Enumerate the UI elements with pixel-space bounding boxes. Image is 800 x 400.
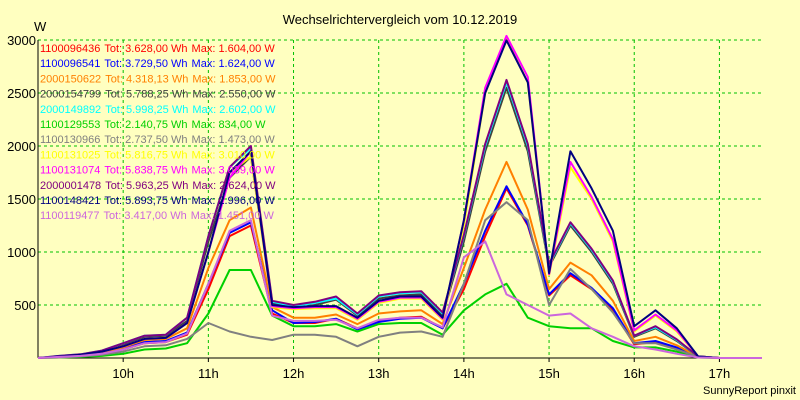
legend-entry: 2000150622 Tot: 4.318,13 Wh Max: 1.853,00 …: [40, 73, 276, 85]
legend-max: Max: 1.604,00 W: [192, 43, 276, 55]
legend-total: Tot: 4.318,13 Wh: [105, 73, 188, 85]
legend-total: Tot: 5.998,25 Wh: [105, 104, 188, 116]
x-tick-label: 17h: [709, 366, 731, 381]
legend-max: Max: 3.010,00 W: [192, 149, 276, 161]
legend-max: Max: 3.039,00 W: [192, 165, 276, 177]
x-tick-label: 14h: [453, 366, 475, 381]
legend-total: Tot: 5.838,75 Wh: [104, 165, 187, 177]
legend-entry: 1100129553 Tot: 2.140,75 Wh Max: 834,00 W: [40, 119, 266, 131]
axes: [37, 40, 762, 359]
legend-series-name: 2000001478: [40, 180, 101, 192]
y-tick-label: 1500: [7, 192, 36, 207]
legend-series-name: 1100119477: [40, 210, 100, 222]
series-line-1100148421: [37, 39, 762, 359]
series-line-1100119477: [37, 219, 762, 359]
legend-max: Max: 1.451,00 W: [191, 210, 275, 222]
legend-series-name: 1100096436: [40, 43, 100, 55]
y-tick-label: 2500: [7, 86, 36, 101]
legend-max: Max: 2.624,00 W: [192, 180, 276, 192]
x-tick-label: 13h: [368, 366, 390, 381]
legend-total: Tot: 5.893,75 Wh: [104, 195, 187, 207]
x-tick-label: 15h: [538, 366, 560, 381]
legend-entry: 2000154799 Tot: 5.788,25 Wh Max: 2.550,00 …: [40, 89, 276, 101]
legend-max: Max: 1.473,00 W: [192, 134, 276, 146]
y-tick-label: 3000: [7, 33, 36, 48]
y-tick-label: 1000: [7, 245, 36, 260]
legend-max: Max: 2.550,00 W: [192, 89, 276, 101]
legend-entry: 1100131074 Tot: 5.838,75 Wh Max: 3.039,00 …: [40, 165, 275, 177]
grid: [38, 39, 762, 358]
legend: 1100096436 Tot: 3.628,00 Wh Max: 1.604,00 …: [40, 43, 276, 222]
series-lines: [37, 34, 762, 359]
legend-entry: 1100148421 Tot: 5.893,75 Wh Max: 2.996,00 …: [40, 195, 275, 207]
legend-entry: 1100096436 Tot: 3.628,00 Wh Max: 1.604,00 …: [40, 43, 275, 55]
legend-max: Max: 1.624,00 W: [192, 58, 276, 70]
legend-total: Tot: 5.963,25 Wh: [105, 180, 188, 192]
x-tick-label: 10h: [112, 366, 134, 381]
legend-entry: 1100130966 Tot: 2.737,50 Wh Max: 1.473,00 …: [40, 134, 275, 146]
legend-series-name: 1100131025: [40, 149, 100, 161]
footer-credit: SunnyReport pinxit: [703, 385, 796, 397]
legend-entry: 2000001478 Tot: 5.963,25 Wh Max: 2.624,00 …: [40, 180, 276, 192]
legend-total: Tot: 3.729,50 Wh: [104, 58, 187, 70]
legend-series-name: 2000154799: [40, 89, 101, 101]
legend-total: Tot: 2.140,75 Wh: [104, 119, 187, 131]
legend-series-name: 1100129553: [40, 119, 100, 131]
legend-entry: 1100096541 Tot: 3.729,50 Wh Max: 1.624,00 …: [40, 58, 275, 70]
legend-max: Max: 1.853,00 W: [192, 73, 276, 85]
y-tick-label: 500: [14, 298, 36, 313]
legend-entry: 1100119477 Tot: 3.417,00 Wh Max: 1.451,00 …: [40, 210, 274, 222]
series-line-2000001478: [37, 78, 762, 359]
legend-entry: 1100131025 Tot: 5.816,75 Wh Max: 3.010,00 …: [40, 149, 275, 161]
series-line-1100130966: [37, 201, 762, 359]
legend-max: Max: 834,00 W: [192, 119, 267, 131]
legend-series-name: 1100148421: [40, 195, 100, 207]
y-axis-ticks: 500 1000 1500 2000 2500 3000: [7, 33, 36, 313]
series-line-1100129553: [37, 269, 762, 359]
legend-series-name: 1100131074: [40, 165, 100, 177]
series-line-2000150622: [37, 160, 762, 359]
legend-series-name: 1100096541: [40, 58, 100, 70]
y-unit-label: W: [34, 19, 47, 34]
legend-series-name: 2000149892: [40, 104, 101, 116]
chart-title: Wechselrichtervergleich vom 10.12.2019: [283, 12, 518, 27]
legend-total: Tot: 3.417,00 Wh: [104, 210, 187, 222]
legend-total: Tot: 3.628,00 Wh: [104, 43, 187, 55]
legend-total: Tot: 5.788,25 Wh: [105, 89, 188, 101]
legend-series-name: 1100130966: [40, 134, 100, 146]
x-tick-label: 16h: [623, 366, 645, 381]
legend-total: Tot: 2.737,50 Wh: [104, 134, 187, 146]
legend-entry: 2000149892 Tot: 5.998,25 Wh Max: 2.602,00 …: [40, 104, 276, 116]
legend-total: Tot: 5.816,75 Wh: [104, 149, 187, 161]
legend-max: Max: 2.602,00 W: [192, 104, 276, 116]
x-tick-label: 12h: [283, 366, 305, 381]
legend-max: Max: 2.996,00 W: [192, 195, 276, 207]
x-tick-label: 11h: [198, 366, 219, 381]
y-tick-label: 2000: [7, 139, 36, 154]
legend-series-name: 2000150622: [40, 73, 101, 85]
x-axis-ticks: 10h 11h 12h 13h 14h 15h 16h 17h: [112, 358, 730, 381]
